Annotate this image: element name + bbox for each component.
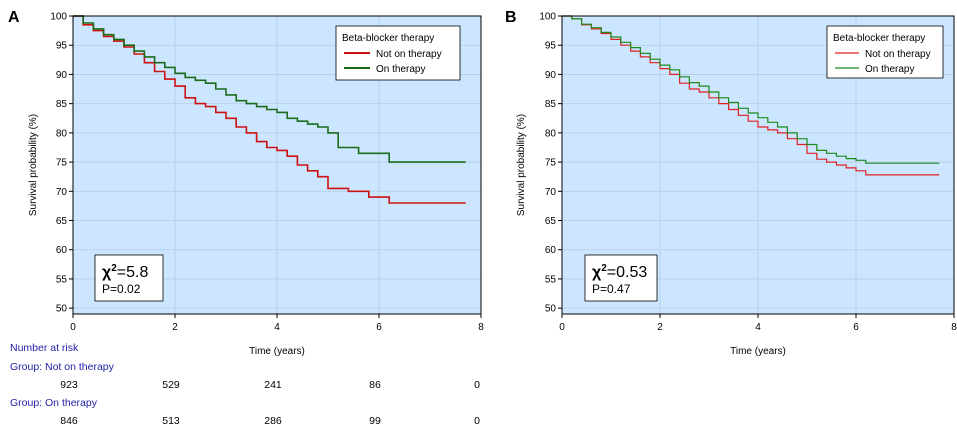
x-axis-label: Time (years) xyxy=(249,346,305,357)
x-tick-label: 4 xyxy=(274,322,280,333)
risk-value: 0 xyxy=(474,415,480,427)
statistics-frame xyxy=(94,254,164,302)
chi-symbol: χ xyxy=(102,264,112,281)
statistics-frame xyxy=(584,254,658,302)
y-tick-label: 60 xyxy=(56,245,68,256)
legend-box xyxy=(826,25,944,79)
y-tick-label: 65 xyxy=(56,216,68,227)
risk-value: 513 xyxy=(162,415,180,427)
chi-square-value: χ2=5.8 xyxy=(102,263,148,281)
risk-value: 923 xyxy=(60,379,78,391)
x-tick-label: 8 xyxy=(478,322,484,333)
legend-entry: Not on therapy xyxy=(376,49,442,60)
chi-square-value: χ2=0.53 xyxy=(592,263,647,281)
y-tick-label: 100 xyxy=(50,12,67,23)
x-axis-label: Time (years) xyxy=(730,346,786,357)
y-tick-label: 70 xyxy=(545,187,557,198)
chi-superscript: 2 xyxy=(601,263,607,274)
legend: Beta-blocker therapy Not on therapy On the… xyxy=(335,25,461,81)
y-tick-label: 85 xyxy=(545,99,557,110)
y-tick-label: 60 xyxy=(545,245,557,256)
y-tick-label: 90 xyxy=(56,70,68,81)
y-tick-label: 95 xyxy=(545,41,557,52)
number-at-risk-table: Number at risk Group: Not on therapy Gro… xyxy=(10,342,480,427)
chi-number: =5.8 xyxy=(117,264,149,281)
x-tick-label: 0 xyxy=(559,322,565,333)
risk-value: 0 xyxy=(474,379,480,391)
y-tick-label: 80 xyxy=(545,128,557,139)
statistics-box: χ2=0.53P=0.47 xyxy=(584,254,658,302)
risk-group-label: Group: On therapy xyxy=(10,397,98,409)
chart-panel: 50 55 60 65 70 75 80 85 90 95 100 0 2 4 6 8 Time (years)… xyxy=(8,9,484,357)
x-tick-label: 2 xyxy=(172,322,178,333)
legend-entry: Not on therapy xyxy=(865,49,931,60)
chi-superscript: 2 xyxy=(111,263,117,274)
legend-title: Beta-blocker therapy xyxy=(833,33,925,44)
legend-title: Beta-blocker therapy xyxy=(342,33,434,44)
y-tick-label: 55 xyxy=(545,274,557,285)
y-tick-label: 95 xyxy=(56,41,68,52)
series-line-on-therapy xyxy=(562,15,940,164)
panel-label: A xyxy=(8,9,20,26)
y-tick-label: 70 xyxy=(56,187,68,198)
x-tick-label: 4 xyxy=(755,322,761,333)
series-line-on-therapy xyxy=(73,15,466,163)
statistics-box: χ2=5.8P=0.02 xyxy=(94,254,164,302)
legend: Beta-blocker therapy Not on therapy On the… xyxy=(826,25,944,79)
risk-value: 846 xyxy=(60,415,78,427)
risk-value: 241 xyxy=(264,379,282,391)
p-value: P=0.02 xyxy=(102,282,141,296)
series-line-not-on-therapy xyxy=(562,15,940,176)
y-tick-label: 65 xyxy=(545,216,557,227)
x-tick-label: 6 xyxy=(853,322,859,333)
risk-value: 286 xyxy=(264,415,282,427)
y-tick-label: 75 xyxy=(56,158,68,169)
chi-number: =0.53 xyxy=(607,264,648,281)
y-tick-label: 85 xyxy=(56,99,68,110)
risk-table-title: Number at risk xyxy=(10,342,79,354)
y-tick-label: 50 xyxy=(545,304,557,315)
y-axis-label: Survival probability (%) xyxy=(28,114,39,216)
y-tick-label: 80 xyxy=(56,128,68,139)
y-tick-label: 100 xyxy=(539,12,556,23)
y-tick-label: 90 xyxy=(545,70,557,81)
risk-value: 529 xyxy=(162,379,180,391)
y-axis-label: Survival probability (%) xyxy=(516,114,527,216)
risk-group-label: Group: Not on therapy xyxy=(10,361,115,373)
p-value: P=0.47 xyxy=(592,282,631,296)
x-tick-label: 0 xyxy=(70,322,76,333)
y-tick-label: 75 xyxy=(545,158,557,169)
legend-entry: On therapy xyxy=(376,64,425,75)
y-tick-label: 55 xyxy=(56,274,68,285)
x-tick-label: 8 xyxy=(951,322,957,333)
risk-value: 86 xyxy=(369,379,381,391)
x-tick-label: 6 xyxy=(376,322,382,333)
chart-panel: 50 55 60 65 70 75 80 85 90 95 100 0 2 4 6 8 Time (years)… xyxy=(505,9,957,357)
y-tick-label: 50 xyxy=(56,304,68,315)
risk-value: 99 xyxy=(369,415,381,427)
chi-symbol: χ xyxy=(592,264,602,281)
x-tick-label: 2 xyxy=(657,322,663,333)
legend-entry: On therapy xyxy=(865,64,914,75)
panel-label: B xyxy=(505,9,517,26)
